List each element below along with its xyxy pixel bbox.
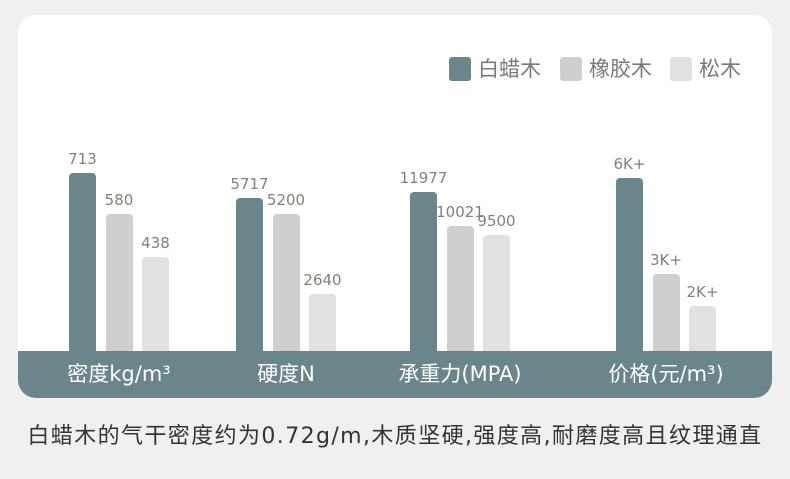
bar-value-label: 2K+ — [686, 283, 719, 302]
bar-value-label: 11977 — [399, 169, 448, 187]
bar — [483, 235, 510, 351]
bar — [142, 257, 169, 351]
bar-value-label: 5717 — [230, 175, 269, 193]
bar-value-label: 3K+ — [650, 251, 682, 270]
category-band: 密度kg/m³ 硬度N 承重力(MPA) 价格(元/m³) — [18, 351, 772, 398]
bar — [616, 178, 643, 351]
legend-swatch — [449, 57, 471, 81]
category-label: 价格(元/m³) — [608, 362, 724, 386]
chart-card: 白蜡木 橡胶木 松木 713 580 438 5717 5200 2640 11977 100… — [18, 15, 772, 398]
bar-value-label: 2640 — [303, 270, 342, 289]
bar — [272, 214, 300, 351]
caption: 白蜡木的气干密度约为0.72g/m,木质坚硬,强度高,耐磨度高且纹理通直 — [27, 424, 763, 449]
legend-item: 松木 — [670, 57, 741, 81]
legend-swatch — [670, 57, 692, 81]
plot-area: 713 580 438 5717 5200 2640 11977 10021 9500 6K+ 3K… — [18, 15, 772, 351]
bar — [410, 192, 437, 351]
category-label: 密度kg/m³ — [67, 362, 171, 386]
bar-value-label: 10021 — [436, 203, 484, 222]
category-label: 承重力(MPA) — [398, 362, 522, 386]
legend-swatch — [560, 57, 582, 81]
legend-label: 白蜡木 — [478, 57, 541, 81]
bar-value-label: 9500 — [477, 212, 516, 231]
bar — [446, 226, 474, 351]
bar-value-label: 580 — [104, 190, 134, 209]
legend-item: 白蜡木 — [449, 57, 541, 81]
category-label: 硬度N — [257, 362, 315, 386]
bar-value-label: 438 — [141, 234, 170, 253]
bar — [309, 293, 336, 351]
legend-label: 橡胶木 — [589, 57, 652, 81]
bar-value-label: 5200 — [266, 191, 306, 210]
legend-label: 松木 — [699, 57, 741, 81]
bar — [105, 213, 133, 351]
bar — [236, 198, 263, 351]
bar — [689, 306, 716, 351]
bar-value-label: 713 — [68, 150, 97, 168]
bar — [652, 274, 680, 351]
bar-value-label: 6K+ — [613, 155, 646, 173]
legend-item: 橡胶木 — [560, 57, 652, 81]
bar — [69, 173, 96, 351]
